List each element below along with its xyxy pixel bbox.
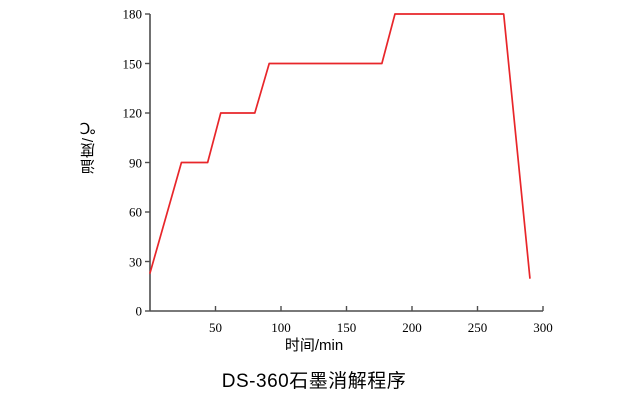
y-tick-label: 60: [129, 204, 142, 220]
chart-title: DS-360石墨消解程序: [221, 371, 407, 392]
plot-area: 0 30 60 90 120 150 180 50 100 150 200 250 300: [122, 6, 553, 335]
temperature-curve: [149, 13, 531, 279]
x-axis-ticks: [214, 306, 544, 311]
x-tick-label: 50: [209, 320, 222, 335]
x-tick-label: 100: [271, 320, 291, 335]
chart-canvas: [145, 13, 544, 312]
x-tick-label: 200: [402, 320, 422, 335]
y-tick-label: 0: [135, 303, 143, 319]
x-axis-title: 时间/min: [284, 337, 344, 354]
y-axis-title: 温度/℃: [80, 118, 97, 175]
x-tick-label: 150: [336, 320, 357, 335]
y-tick-label: 150: [122, 56, 143, 71]
axis-lines: [149, 14, 543, 312]
x-tick-label: 300: [533, 320, 553, 335]
y-tick-label: 30: [129, 254, 142, 269]
y-tick-label: 120: [122, 105, 143, 121]
y-tick-label: 90: [129, 155, 142, 170]
x-tick-label: 250: [467, 320, 488, 335]
y-axis-ticks: [145, 13, 150, 312]
y-tick-label: 180: [122, 6, 143, 22]
